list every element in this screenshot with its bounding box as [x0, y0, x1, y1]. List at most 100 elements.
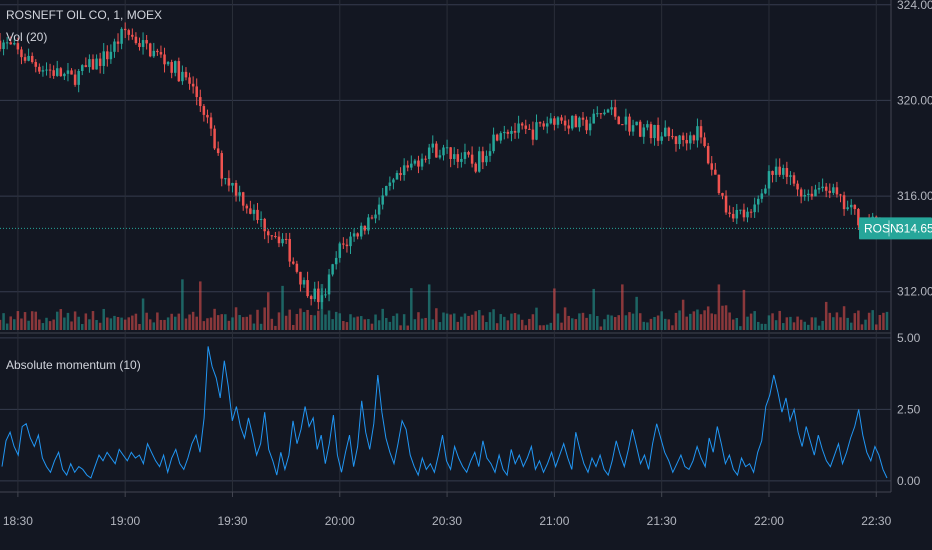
candle-body [545, 123, 549, 127]
candle-body [481, 151, 485, 163]
symbol-title: ROSNEFT OIL CO, 1, MOEX [6, 8, 162, 22]
candle-body [842, 195, 846, 210]
candle-body [352, 233, 356, 237]
volume-bar [814, 317, 817, 330]
volume-bar [174, 316, 177, 330]
time-tick-label: 21:00 [539, 514, 569, 528]
volume-bar [327, 310, 331, 330]
candle-body [606, 109, 610, 113]
volume-bar [342, 321, 345, 330]
candle-body [706, 146, 710, 164]
volume-bar [864, 319, 867, 330]
candle-body [227, 178, 231, 186]
volume-bar [245, 316, 249, 330]
candle-body [735, 209, 739, 219]
volume-bar [195, 316, 198, 330]
time-tick-label: 21:30 [647, 514, 677, 528]
volume-bar [356, 316, 359, 330]
volume-bar [660, 311, 663, 330]
volume-bar [764, 323, 767, 330]
volume-bar [417, 312, 420, 330]
candle-body [492, 134, 495, 152]
candle-body [417, 160, 420, 167]
volume-bar [778, 310, 781, 330]
volume-bar [388, 321, 392, 330]
volume-bar [70, 321, 73, 330]
volume-bar [317, 310, 320, 330]
volume-bar [306, 309, 309, 330]
candle-body [288, 238, 291, 262]
volume-bar [338, 313, 342, 330]
price-axis[interactable]: 324.00 320.00 316.00 312.00 5.00 2.50 0.00 [890, 0, 932, 550]
candle-body [503, 131, 506, 134]
volume-bar [624, 315, 628, 330]
momentum-tick-label: 2.50 [897, 402, 921, 416]
volume-bar [181, 279, 184, 330]
volume-bar [263, 307, 266, 330]
volume-bar [385, 317, 388, 330]
candle-body [292, 261, 295, 264]
candle-body [445, 147, 449, 149]
volume-bar [48, 321, 52, 330]
volume-bar [45, 317, 48, 330]
candle-body [771, 171, 774, 175]
candle-body [249, 208, 252, 214]
candle-body [98, 58, 102, 66]
candle-body [724, 195, 728, 213]
volume-bar [703, 310, 706, 330]
candle-body [177, 61, 181, 82]
volume-bar [460, 316, 463, 330]
candle-body [817, 188, 821, 190]
candle-body [131, 34, 134, 37]
volume-bar [753, 311, 756, 330]
candle-body [631, 125, 635, 132]
volume-bar [13, 319, 16, 330]
volume-bar [431, 319, 435, 330]
candle-body [392, 179, 395, 183]
volume-bar [438, 322, 442, 330]
volume-bar [206, 318, 209, 330]
volume-bar [596, 316, 599, 330]
candle-body [710, 163, 713, 170]
candle-body [774, 166, 778, 175]
candle-body [824, 186, 828, 191]
volume-bar [98, 322, 102, 330]
volume-bar [177, 313, 181, 330]
candle-body [596, 113, 599, 115]
volume-bar [420, 318, 424, 330]
candle-body [148, 43, 152, 57]
candle-body [563, 120, 567, 126]
volume-bar [878, 315, 882, 330]
volume-bar [202, 321, 206, 330]
candle-body [245, 205, 249, 209]
volume-bar [835, 312, 839, 330]
candle-body [488, 151, 492, 156]
volume-bar [478, 310, 481, 330]
price-badge[interactable]: ROSN 314.65 [859, 217, 932, 240]
candle-body [281, 238, 284, 244]
volume-bar [295, 313, 299, 330]
volume-bar [349, 314, 352, 330]
volume-bar [274, 325, 277, 330]
candle-body [681, 135, 685, 141]
candle-body [320, 295, 324, 303]
candle-body [728, 212, 731, 214]
candle-body [38, 66, 41, 72]
volume-bar [842, 306, 846, 330]
candle-body [746, 211, 749, 218]
time-axis[interactable]: 18:30 19:00 19:30 20:00 20:30 21:00 21:30 22:00… [0, 491, 892, 528]
volume-bar [792, 322, 796, 330]
candle-body [853, 204, 857, 210]
volume-bar [59, 309, 63, 330]
volume-bar [839, 317, 842, 330]
candle-body [206, 114, 209, 118]
price-badge-value: 314.65 [897, 221, 932, 235]
volume-bar [224, 314, 227, 330]
time-tick-label: 22:30 [861, 514, 891, 528]
volume-bar [16, 311, 20, 330]
candle-body [34, 62, 38, 67]
candle-body [424, 158, 427, 160]
candle-body [184, 71, 188, 78]
candle-body [413, 160, 417, 164]
